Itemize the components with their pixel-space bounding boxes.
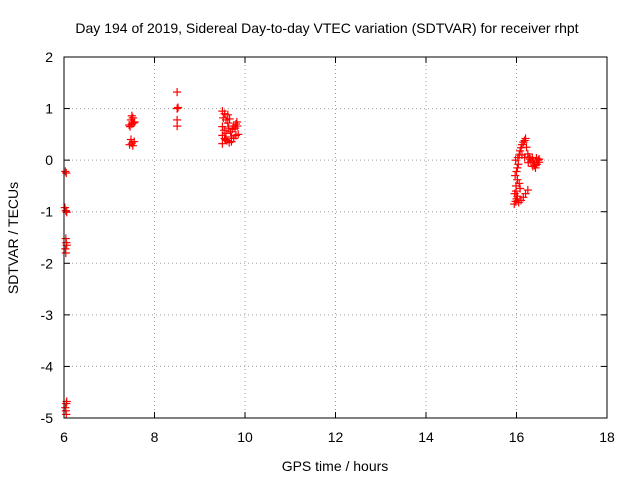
data-point-marker	[234, 130, 243, 139]
y-tick-label: 2	[45, 49, 53, 65]
data-point-marker	[125, 120, 134, 130]
data-point-marker	[223, 118, 232, 128]
data-point-marker	[61, 248, 70, 258]
plot-frame	[63, 56, 608, 419]
data-point-marker	[60, 203, 70, 212]
data-point-marker	[173, 122, 182, 131]
y-tick-label: -3	[41, 307, 54, 323]
data-point-marker	[521, 134, 530, 143]
data-point-marker	[511, 171, 520, 180]
data-point-marker	[130, 117, 139, 127]
y-axis-title: SDTVAR / TECUs	[5, 182, 21, 294]
x-axis-title: GPS time / hours	[282, 458, 389, 474]
data-point-marker	[173, 104, 182, 113]
y-tick-labels: -5 -4 -3 -2 -1 0 1 2	[41, 49, 54, 426]
grid-lines	[64, 57, 607, 418]
y-tick-label: 0	[45, 152, 53, 168]
x-tick-label: 6	[60, 429, 68, 445]
data-point-marker	[61, 167, 70, 176]
x-tick-label: 16	[509, 429, 525, 445]
y-tick-label: -2	[41, 255, 54, 271]
data-point-marker	[512, 167, 521, 176]
x-tick-label: 8	[151, 429, 159, 445]
data-point-marker	[513, 175, 522, 184]
data-point-marker	[532, 153, 541, 163]
data-point-marker	[514, 160, 523, 169]
data-point-marker	[524, 158, 533, 167]
data-point-marker	[61, 206, 70, 215]
y-tick-label: -4	[41, 358, 54, 374]
data-point-marker	[126, 135, 136, 144]
x-tick-label: 12	[328, 429, 344, 445]
data-point-marker	[523, 149, 532, 159]
y-tick-label: -1	[41, 204, 54, 220]
data-point-marker	[128, 141, 137, 150]
y-tick-label: 1	[45, 101, 53, 117]
data-point-marker	[516, 146, 525, 155]
data-point-marker	[523, 185, 532, 195]
data-point-marker	[173, 103, 183, 112]
x-tick-label: 18	[599, 429, 615, 445]
x-tick-labels: 6 8 10 12 14 16 18	[60, 429, 615, 445]
data-point-marker	[233, 122, 242, 131]
data-point-marker	[225, 114, 234, 123]
data-point-marker	[218, 139, 227, 148]
chart-title: Day 194 of 2019, Sidereal Day-to-day VTE…	[75, 20, 578, 36]
data-point-marker	[511, 181, 521, 191]
data-point-marker	[127, 111, 136, 120]
data-point-marker	[224, 124, 233, 133]
data-point-marker	[513, 163, 522, 172]
data-point-marker	[221, 135, 230, 144]
data-point-marker	[173, 87, 182, 97]
data-point-marker	[528, 162, 537, 171]
data-marks	[60, 87, 544, 419]
data-point-marker	[522, 143, 531, 152]
data-point-marker	[223, 110, 232, 119]
x-tick-label: 10	[237, 429, 253, 445]
x-tick-label: 14	[418, 429, 434, 445]
y-tick-label: -5	[41, 410, 54, 426]
data-point-marker	[220, 109, 229, 118]
